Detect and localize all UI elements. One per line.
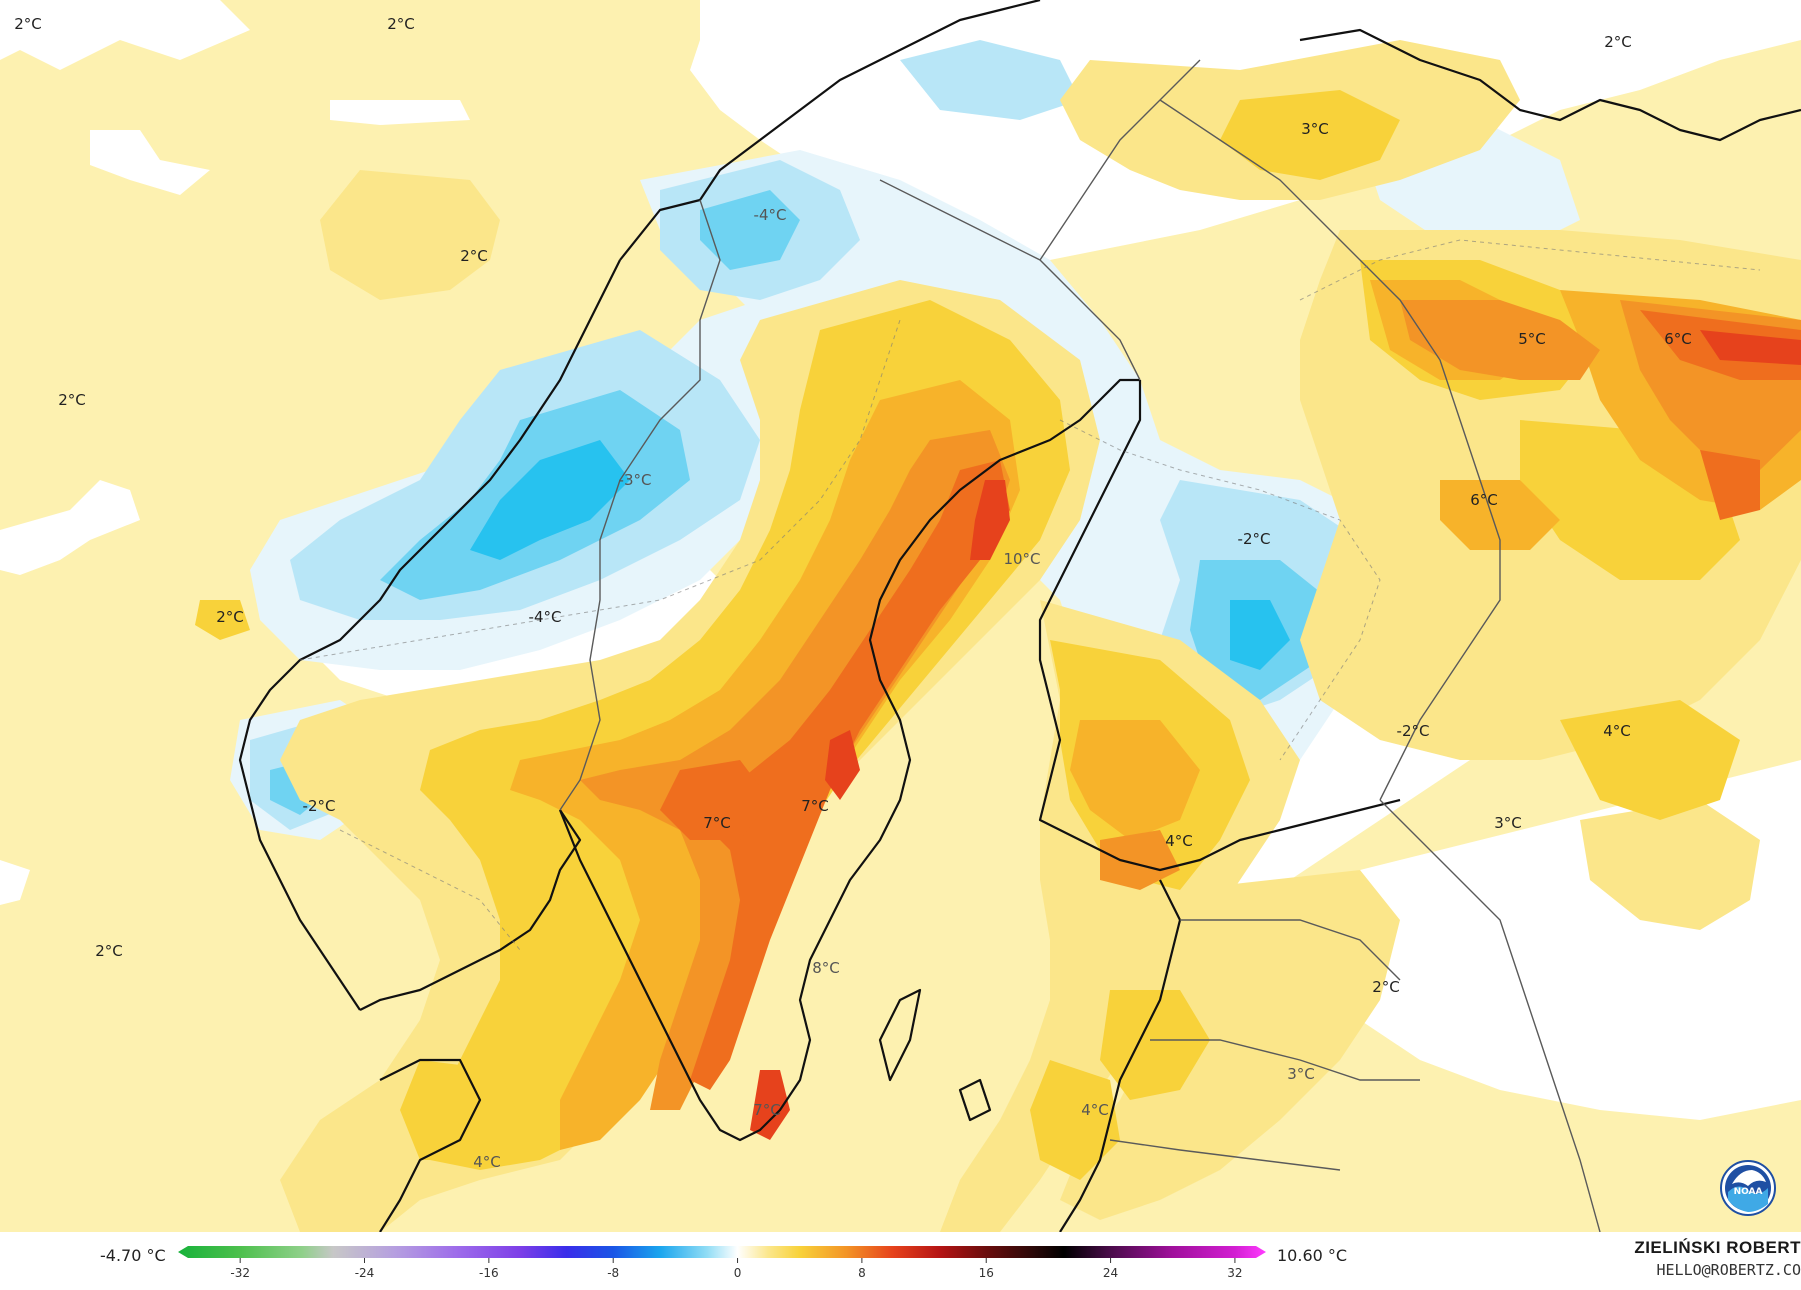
temp-label: 2°C xyxy=(1372,978,1400,996)
colorbar: -32 -24 -16 -8 0 8 16 24 32 xyxy=(178,1246,1266,1286)
temp-label: 4°C xyxy=(1603,722,1631,740)
temp-label: 2°C xyxy=(216,608,244,626)
min-value-label: -4.70 °C xyxy=(100,1246,166,1265)
svg-text:NOAA: NOAA xyxy=(1734,1187,1763,1197)
temp-label: 2°C xyxy=(95,942,123,960)
temp-label: 2°C xyxy=(1604,33,1632,51)
temp-label: 3°C xyxy=(1494,814,1522,832)
temperature-map: 2°C 2°C 2°C 2°C 2°C 2°C 2°C 2°C 3°C 5°C … xyxy=(0,0,1801,1232)
temp-label: 6°C xyxy=(1664,330,1692,348)
colorbar-tick-label: -8 xyxy=(607,1266,619,1280)
temp-label: 3°C xyxy=(1287,1065,1315,1083)
temp-label: -3°C xyxy=(619,471,652,489)
colorbar-ticks: -32 -24 -16 -8 0 8 16 24 32 xyxy=(230,1258,1242,1280)
colorbar-gradient xyxy=(178,1246,1266,1258)
colorbar-tick-label: 8 xyxy=(858,1266,866,1280)
temp-label: 2°C xyxy=(460,247,488,265)
temp-label: 7°C xyxy=(703,814,731,832)
temp-label: 8°C xyxy=(812,959,840,977)
credit-email[interactable]: HELLO@ROBERTZ.CO xyxy=(1657,1261,1801,1279)
legend-bar: -4.70 °C -32 -24 -16 -8 0 8 16 24 32 10.60 °C ZI… xyxy=(0,1232,1801,1287)
temp-label: 7°C xyxy=(753,1101,781,1119)
temp-label: 7°C xyxy=(801,797,829,815)
temp-label: 10°C xyxy=(1003,550,1040,568)
temp-label: -4°C xyxy=(754,206,787,224)
temp-label: -2°C xyxy=(1238,530,1271,548)
colorbar-tick-label: 0 xyxy=(734,1266,742,1280)
temp-label: 2°C xyxy=(14,15,42,33)
temp-label: 2°C xyxy=(58,391,86,409)
colorbar-tick-label: 32 xyxy=(1227,1266,1242,1280)
colorbar-tick-label: -16 xyxy=(479,1266,499,1280)
temp-label: 4°C xyxy=(473,1153,501,1171)
colorbar-tick-label: 24 xyxy=(1103,1266,1118,1280)
max-value-label: 10.60 °C xyxy=(1277,1246,1347,1265)
credit-name: ZIELIŃSKI ROBERT xyxy=(1634,1238,1801,1258)
temp-label: 4°C xyxy=(1081,1101,1109,1119)
temp-label: 6°C xyxy=(1470,491,1498,509)
temp-label: 5°C xyxy=(1518,330,1546,348)
map-canvas xyxy=(0,0,1801,1232)
colorbar-tick-label: -32 xyxy=(230,1266,250,1280)
temp-label: 4°C xyxy=(1165,832,1193,850)
temp-label: 3°C xyxy=(1301,120,1329,138)
temp-label: 2°C xyxy=(387,15,415,33)
noaa-logo-icon: NOAA xyxy=(1720,1160,1776,1216)
temp-label: -2°C xyxy=(1397,722,1430,740)
temp-label: -2°C xyxy=(303,797,336,815)
temp-label: -4°C xyxy=(529,608,562,626)
colorbar-tick-label: -24 xyxy=(355,1266,375,1280)
colorbar-tick-label: 16 xyxy=(979,1266,994,1280)
